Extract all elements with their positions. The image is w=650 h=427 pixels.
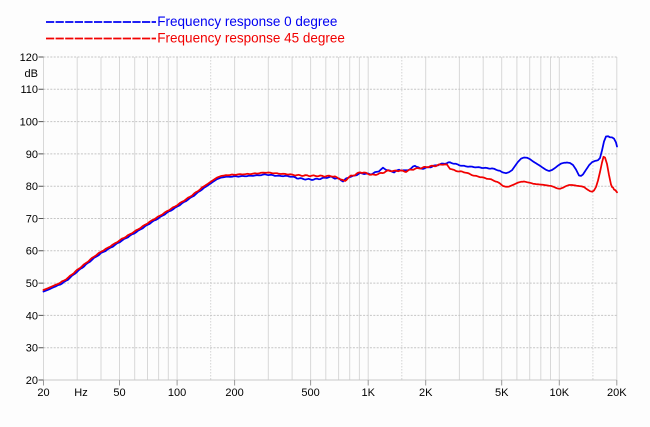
- svg-text:20K: 20K: [607, 387, 627, 399]
- svg-text:2K: 2K: [419, 387, 433, 399]
- svg-text:30: 30: [26, 343, 38, 355]
- svg-text:40: 40: [26, 310, 38, 322]
- svg-text:90: 90: [26, 149, 38, 161]
- svg-text:200: 200: [225, 387, 243, 399]
- svg-text:20: 20: [26, 375, 38, 387]
- svg-text:70: 70: [26, 213, 38, 225]
- svg-text:Frequency response 45 degree: Frequency response 45 degree: [157, 31, 345, 46]
- svg-text:80: 80: [26, 181, 38, 193]
- svg-text:500: 500: [301, 387, 319, 399]
- svg-text:Frequency response 0 degree: Frequency response 0 degree: [157, 14, 337, 29]
- svg-text:50: 50: [113, 387, 125, 399]
- svg-text:5K: 5K: [495, 387, 509, 399]
- svg-text:100: 100: [168, 387, 186, 399]
- svg-text:60: 60: [26, 246, 38, 258]
- svg-text:1K: 1K: [361, 387, 375, 399]
- svg-text:10K: 10K: [550, 387, 570, 399]
- svg-text:dB: dB: [25, 68, 38, 80]
- svg-text:100: 100: [20, 117, 38, 129]
- svg-text:Hz: Hz: [74, 387, 87, 399]
- svg-text:110: 110: [20, 84, 38, 96]
- svg-text:50: 50: [26, 278, 38, 290]
- svg-text:120: 120: [20, 52, 38, 64]
- svg-text:20: 20: [37, 387, 49, 399]
